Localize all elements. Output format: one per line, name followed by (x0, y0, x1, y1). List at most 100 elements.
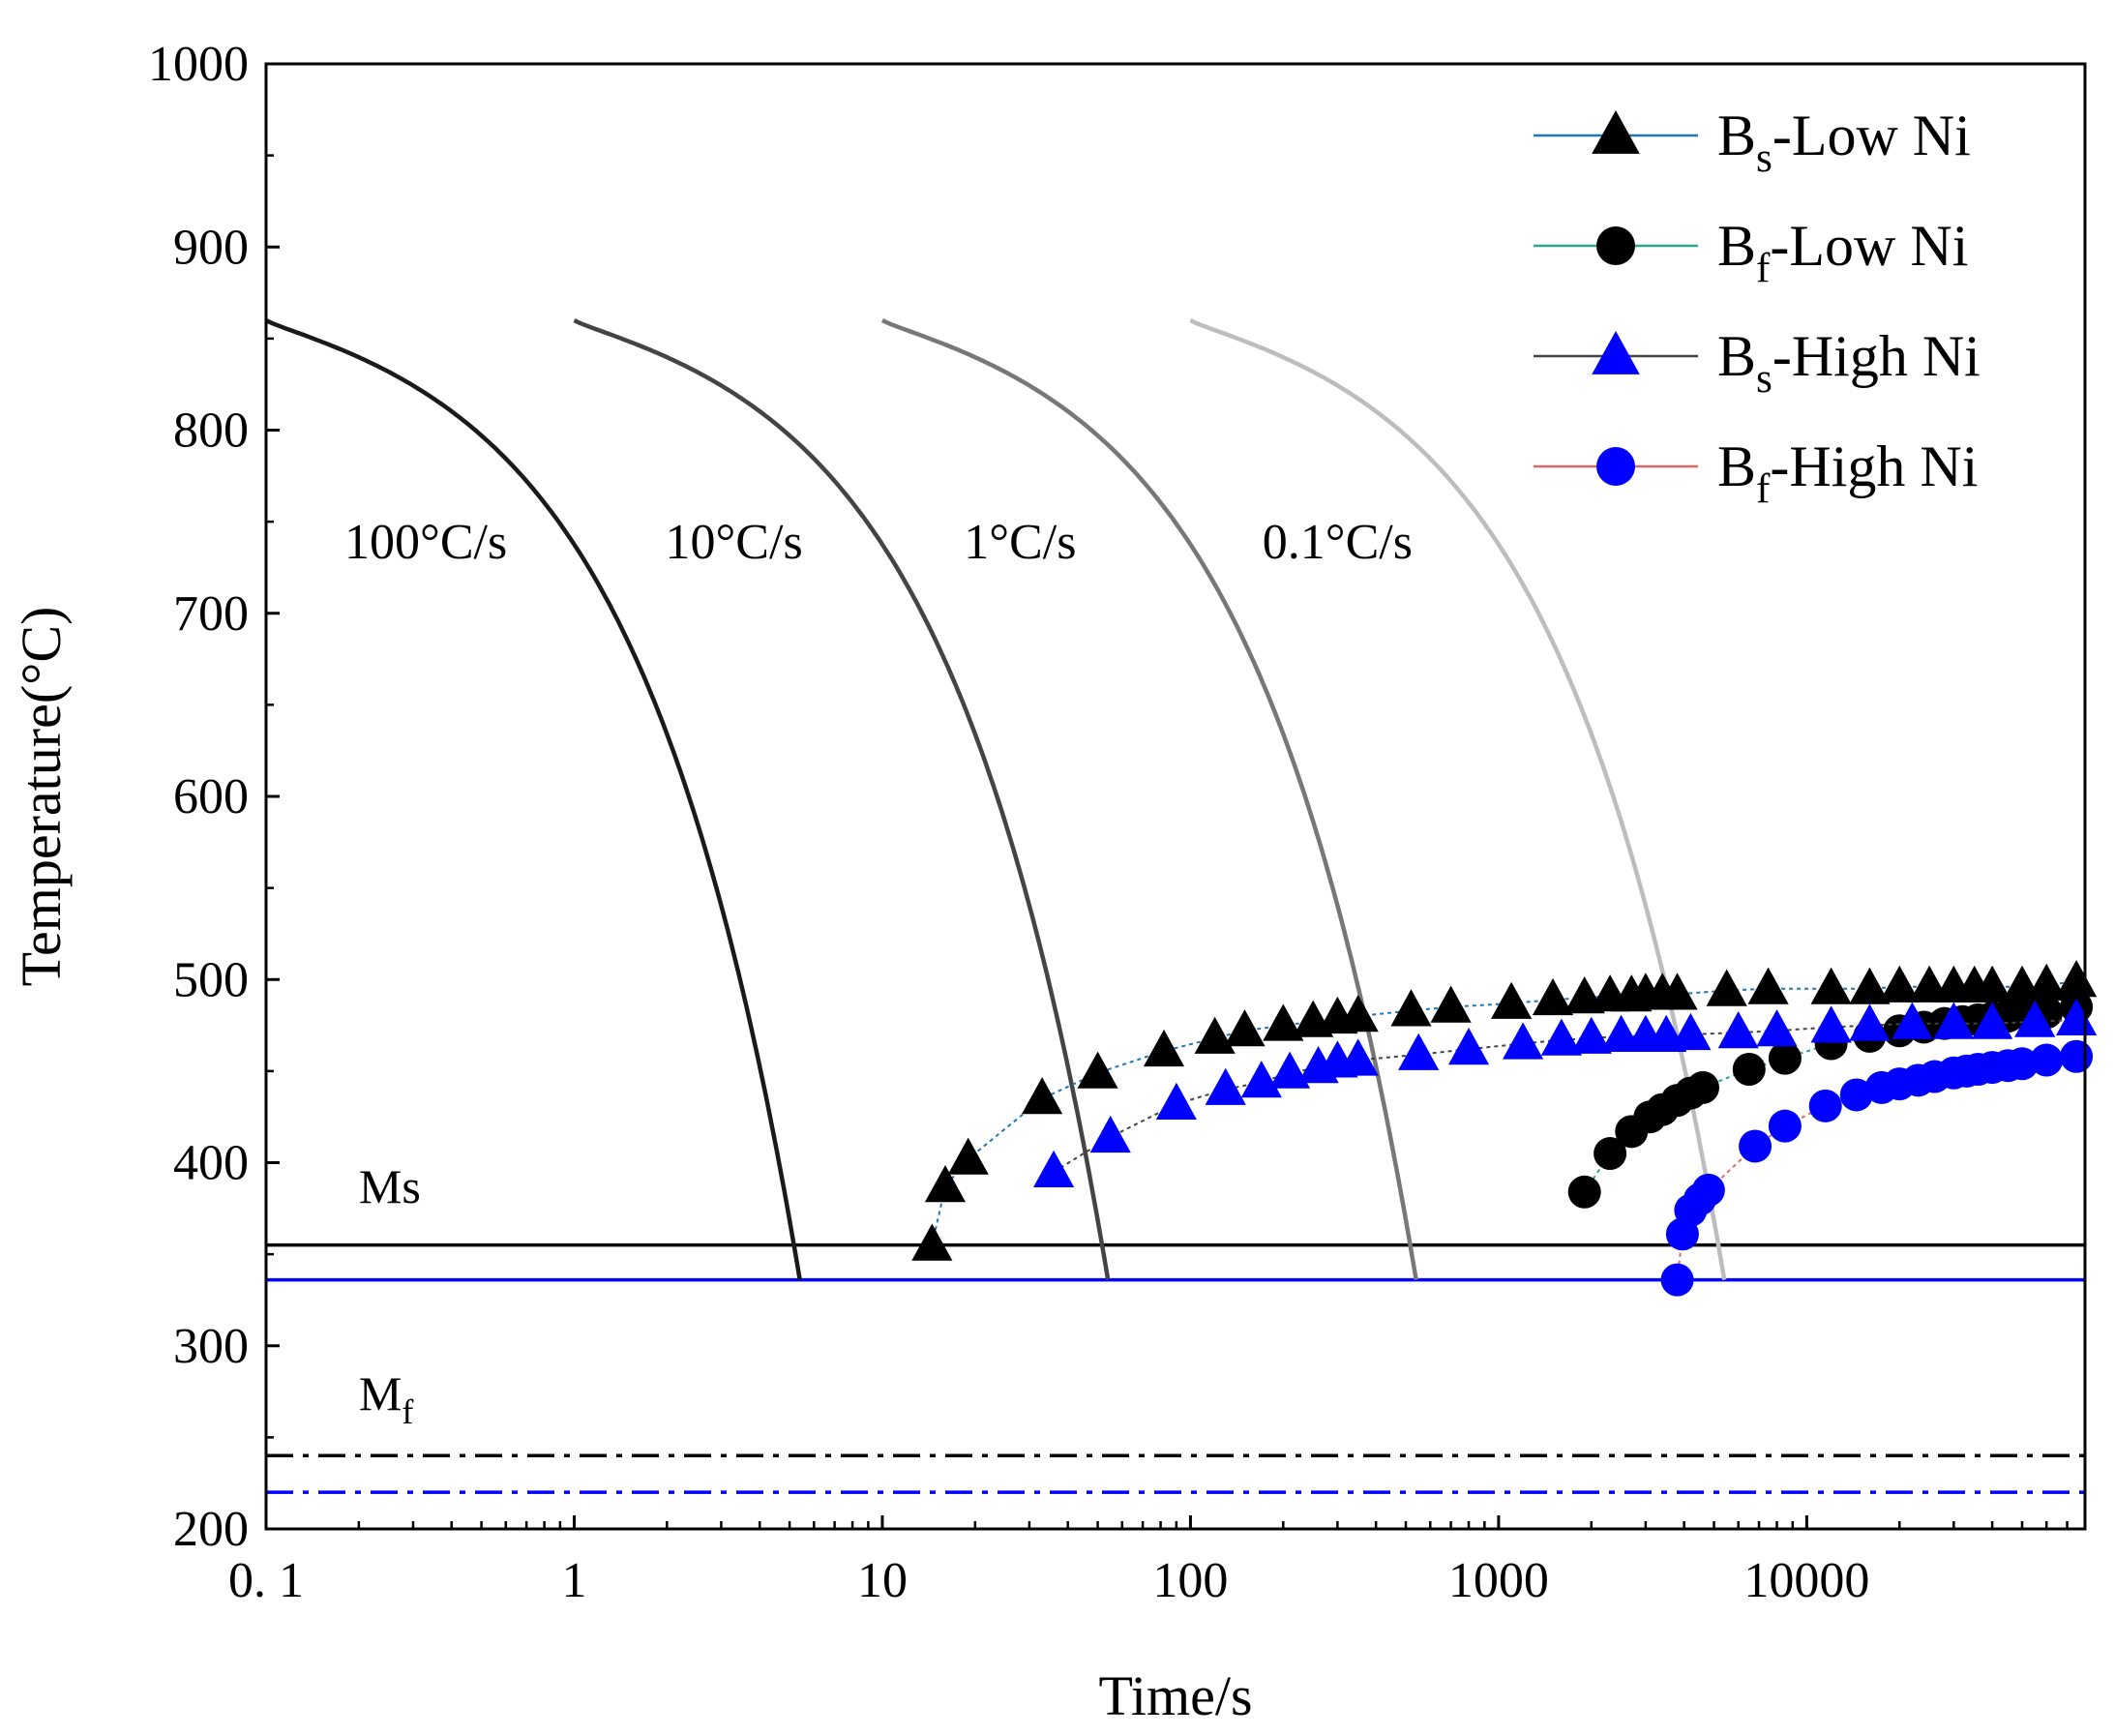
data-point (1570, 1016, 1612, 1054)
legend-label: Bf-High Ni (1717, 434, 1978, 512)
y-tick-label: 800 (173, 404, 249, 459)
data-point (1269, 1051, 1311, 1089)
data-point (1337, 1038, 1379, 1076)
x-tick-label: 0. 1 (228, 1553, 304, 1608)
legend-marker (1596, 226, 1635, 265)
data-point (1670, 1012, 1712, 1051)
y-tick-label: 700 (173, 586, 249, 642)
plot-frame (264, 62, 2087, 1531)
legend-label-base: B (1717, 104, 1756, 167)
y-tick-label: 400 (173, 1136, 249, 1191)
data-point (1849, 1003, 1891, 1041)
data-point (2060, 1039, 2094, 1073)
data-point (1933, 1002, 1975, 1039)
series-line (931, 980, 2077, 1245)
x-axis-title: Time/s (1098, 1664, 1252, 1727)
series-bs-high-ni (1033, 998, 2098, 1187)
cooling-rate-label: 100°C/s (344, 515, 507, 570)
mf-label: Mf (359, 1366, 413, 1431)
data-point (1263, 1003, 1304, 1041)
data-point (947, 1137, 989, 1175)
x-tick-label: 10000 (1743, 1553, 1869, 1608)
cooling-rate-label: 10°C/s (666, 515, 803, 570)
x-tick-label: 10 (857, 1553, 908, 1608)
data-point (1768, 1109, 1802, 1143)
data-point (1491, 981, 1533, 1019)
y-tick-label: 900 (173, 220, 249, 275)
data-point (2030, 1043, 2064, 1077)
cooling-curves: 100°C/s 10°C/s 1°C/s 0.1°C/s (264, 317, 1727, 1280)
data-point (1503, 1022, 1544, 1060)
data-point (1717, 1011, 1759, 1049)
x-tick-label: 1 (561, 1553, 586, 1608)
reference-lines: Ms Mf (266, 1159, 2085, 1494)
data-point (1532, 977, 1574, 1016)
data-point (1768, 1041, 1802, 1075)
data-point (2056, 960, 2098, 998)
data-point (1143, 1029, 1185, 1067)
legend-entry: Bf-High Ni (1534, 434, 1978, 512)
ms-label: Ms (359, 1159, 421, 1213)
cooling-curve (573, 317, 1111, 1280)
series-bs-low-ni (911, 960, 2098, 1261)
x-tick-label: 1000 (1448, 1553, 1549, 1608)
legend-label: Bs-Low Ni (1717, 104, 1971, 181)
data-point (1972, 1002, 2013, 1039)
data-point (1972, 965, 2013, 1003)
data-point (1430, 985, 1472, 1023)
mf-label-base: M (359, 1366, 402, 1421)
legend-entry: Bs-Low Ni (1534, 104, 1971, 181)
legend-label-sub: s (1756, 356, 1772, 402)
data-point (1656, 973, 1698, 1010)
legend-label-rest: -High Ni (1772, 324, 1981, 388)
legend-label-sub: s (1756, 135, 1772, 181)
data-point (2056, 998, 2098, 1035)
data-point (1022, 1077, 1063, 1115)
data-point (1660, 1263, 1694, 1297)
data-point (1033, 1150, 1075, 1187)
data-point (1089, 1115, 1131, 1153)
data-point (1594, 1137, 1627, 1171)
legend-label-rest: -Low Ni (1772, 104, 1971, 167)
data-point (2005, 1047, 2039, 1081)
data-point (1567, 1175, 1601, 1209)
legend-entry: Bf-Low Ni (1534, 214, 1968, 291)
data-point (1879, 965, 1921, 1003)
data-point (1691, 1173, 1725, 1207)
data-point (1077, 1051, 1118, 1089)
series-line (1053, 1018, 2077, 1173)
data-point (1390, 989, 1432, 1027)
data-point (2026, 963, 2068, 1001)
cooling-curve (264, 317, 802, 1280)
y-axis-title: Temperature(°C) (10, 607, 73, 987)
data-point (1808, 1089, 1842, 1122)
legend-label-base: B (1717, 434, 1756, 498)
data-point (1810, 1005, 1852, 1043)
legend-label: Bf-Low Ni (1717, 214, 1968, 291)
data-point (1685, 1070, 1719, 1104)
data-point (1398, 1033, 1440, 1070)
legend-marker (1592, 110, 1640, 154)
data-point (1448, 1028, 1490, 1065)
data-point (1205, 1067, 1246, 1105)
data-point (1756, 1009, 1798, 1047)
legend-marker (1592, 331, 1640, 374)
legend-label-rest: -High Ni (1770, 434, 1978, 498)
data-point (924, 1165, 966, 1203)
y-tick-label: 200 (173, 1502, 249, 1557)
legend-label-sub: f (1756, 466, 1771, 512)
legend-label-rest: -Low Ni (1770, 214, 1968, 278)
legend-label-sub: f (1756, 246, 1771, 291)
legend-marker (1596, 447, 1635, 486)
cooling-rate-label: 1°C/s (964, 515, 1076, 570)
legend-label: Bs-High Ni (1717, 324, 1981, 402)
data-point (1849, 967, 1891, 1004)
mf-label-sub: f (402, 1392, 413, 1431)
data-point (1810, 967, 1852, 1004)
cooling-rate-label: 0.1°C/s (1263, 515, 1413, 570)
data-point (1839, 1078, 1873, 1112)
data-point (1155, 1082, 1197, 1120)
legend-entry: Bs-High Ni (1534, 324, 1981, 402)
